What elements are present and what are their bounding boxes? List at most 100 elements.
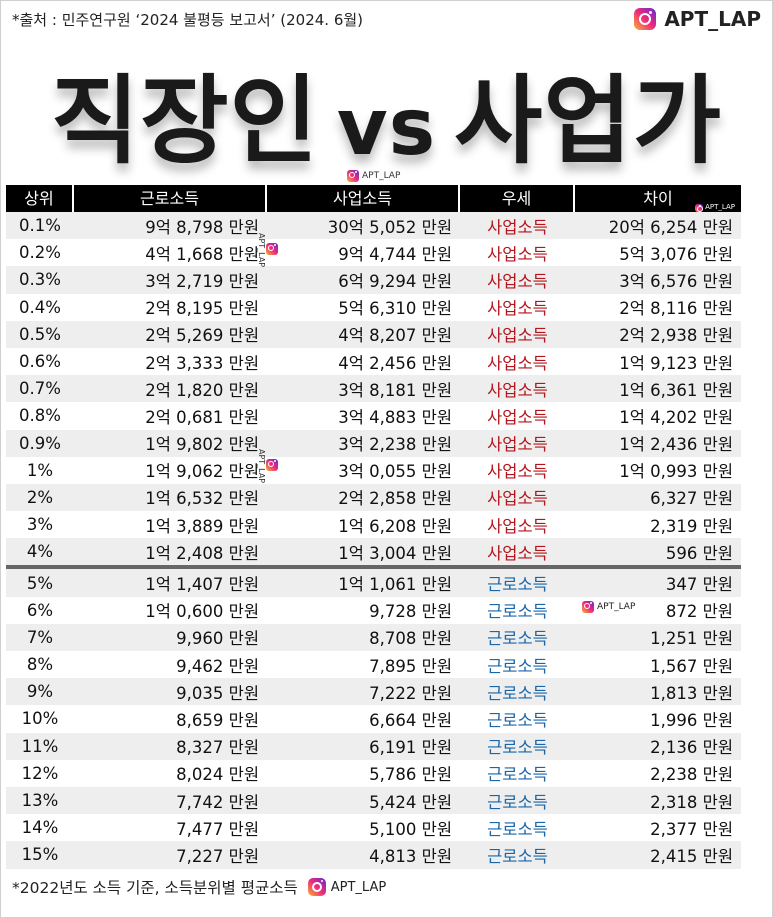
advantage-cell: 근로소득 xyxy=(487,792,548,812)
brand-name: APT_LAP xyxy=(664,7,761,31)
business-cell: 9억 4,744 만원 xyxy=(338,244,452,264)
header-watermark: APT_LAP xyxy=(695,194,735,221)
business-cell: 8,708 만원 xyxy=(369,629,452,649)
diff-cell: 1억 0,993 만원 xyxy=(619,462,733,482)
wage-cell: 8,024 만원 xyxy=(176,765,259,785)
wage-cell: 9,462 만원 xyxy=(176,656,259,676)
diff-cell: 347 만원 xyxy=(665,575,733,595)
watermark-inline: APT_LAP xyxy=(582,601,635,613)
table-row: 12% 8,024 만원 5,786 만원 근로소득 2,238 만원 xyxy=(6,760,741,787)
instagram-icon xyxy=(307,878,326,896)
business-cell: 1억 1,061 만원 xyxy=(338,575,452,595)
table-row: 9% 9,035 만원 7,222 만원 근로소득 1,813 만원 xyxy=(6,678,741,706)
rank-cell: 2% xyxy=(26,487,54,507)
wage-cell: 7,227 만원 xyxy=(176,846,259,866)
headline-left: 직장인 xyxy=(50,65,319,177)
wage-cell: 1억 1,407 만원 xyxy=(145,575,259,595)
headline: 직장인 vs 사업가 xyxy=(0,66,773,183)
section-divider xyxy=(6,565,741,570)
wage-cell: 2억 1,820 만원 xyxy=(145,380,259,400)
instagram-icon xyxy=(634,8,657,30)
diff-cell: 6,327 만원 xyxy=(650,489,733,509)
watermark-side-text: APT_LAP xyxy=(257,449,266,484)
rank-cell: 0.8% xyxy=(19,406,61,426)
table-row: 0.7% 2억 1,820 만원 3억 8,181 만원 사업소득 1억 6,361 만… xyxy=(6,375,741,403)
business-cell: 9,728 만원 xyxy=(369,602,452,622)
business-cell: 6,191 만원 xyxy=(369,738,452,758)
business-cell: 1억 3,004 만원 xyxy=(338,543,452,563)
watermark-top: APT_LAP xyxy=(347,170,400,182)
table-row: 0.5% 2억 5,269 만원 4억 8,207 만원 사업소득 2억 2,938 만… xyxy=(6,320,741,348)
advantage-cell: 사업소득 xyxy=(487,299,548,319)
rank-cell: 0.5% xyxy=(19,324,61,344)
table-row: 8% 9,462 만원 7,895 만원 근로소득 1,567 만원 xyxy=(6,651,741,678)
table-row: 10% 8,659 만원 6,664 만원 근로소득 1,996 만원 xyxy=(6,705,741,732)
table-row: 0.3% 3억 2,719 만원 6억 9,294 만원 사업소득 3억 6,576 만… xyxy=(6,266,741,294)
business-cell: 7,895 만원 xyxy=(369,656,452,676)
advantage-cell: 사업소득 xyxy=(487,435,548,455)
table-row: 5% 1억 1,407 만원 1억 1,061 만원 근로소득 347 만원 xyxy=(6,569,741,597)
table-row: 14% 7,477 만원 5,100 만원 근로소득 2,377 만원 xyxy=(6,814,741,841)
business-cell: 1억 6,208 만원 xyxy=(338,516,452,536)
diff-cell: 1억 4,202 만원 xyxy=(619,407,733,427)
table-row: 4% 1억 2,408 만원 1억 3,004 만원 사업소득 596 만원 xyxy=(6,538,741,566)
wage-cell: 4억 1,668 만원 xyxy=(145,244,259,264)
wage-cell: 1억 0,600 만원 xyxy=(145,602,259,622)
business-cell: 3억 2,238 만원 xyxy=(338,435,452,455)
diff-cell: 1,996 만원 xyxy=(650,710,733,730)
diff-cell: 1억 9,123 만원 xyxy=(619,353,733,373)
rank-cell: 13% xyxy=(21,791,59,811)
table-row: 0.6% 2억 3,333 만원 4억 2,456 만원 사업소득 1억 9,123 만… xyxy=(6,348,741,375)
table-header: 상위 근로소득 사업소득 우세 차이 APT_LAP xyxy=(6,185,741,212)
business-cell: 7,222 만원 xyxy=(369,683,452,703)
advantage-cell: 근로소득 xyxy=(487,575,548,595)
advantage-cell: 사업소득 xyxy=(487,380,548,400)
rank-cell: 7% xyxy=(26,627,54,647)
advantage-cell: 사업소득 xyxy=(487,462,548,482)
advantage-cell: 근로소득 xyxy=(487,629,548,649)
wage-cell: 2억 5,269 만원 xyxy=(145,326,259,346)
rank-cell: 0.3% xyxy=(19,270,61,290)
diff-cell: 2,377 만원 xyxy=(650,819,733,839)
advantage-cell: 근로소득 xyxy=(487,765,548,785)
headline-right: 사업가 xyxy=(454,65,723,177)
wage-cell: 2억 0,681 만원 xyxy=(145,407,259,427)
table-row: 7% 9,960 만원 8,708 만원 근로소득 1,251 만원 xyxy=(6,623,741,651)
advantage-cell: 근로소득 xyxy=(487,602,548,622)
wage-cell: 3억 2,719 만원 xyxy=(145,271,259,291)
advantage-cell: 사업소득 xyxy=(487,407,548,427)
wage-cell: 8,327 만원 xyxy=(176,738,259,758)
diff-cell: 2억 2,938 만원 xyxy=(619,326,733,346)
business-cell: 2억 2,858 만원 xyxy=(338,489,452,509)
advantage-cell: 근로소득 xyxy=(487,819,548,839)
rank-cell: 15% xyxy=(21,845,59,865)
income-table: 상위 근로소득 사업소득 우세 차이 APT_LAP 0.1% 9억 8,798 … xyxy=(6,185,741,869)
rows-wage-lead: 5% 1억 1,407 만원 1억 1,061 만원 근로소득 347 만원 6% 1억 0… xyxy=(6,569,741,869)
diff-cell: 2,319 만원 xyxy=(650,516,733,536)
advantage-cell: 근로소득 xyxy=(487,710,548,730)
diff-cell: 1,813 만원 xyxy=(650,683,733,703)
rank-cell: 11% xyxy=(21,736,59,756)
table-row: 0.8% 2억 0,681 만원 3억 4,883 만원 사업소득 1억 4,202 만… xyxy=(6,402,741,429)
diff-cell: 1,251 만원 xyxy=(650,629,733,649)
footnote-brand-text: APT_LAP xyxy=(330,879,387,895)
advantage-cell: 사업소득 xyxy=(487,217,548,237)
table-row: 11% 8,327 만원 6,191 만원 근로소득 2,136 만원 xyxy=(6,732,741,760)
table-row: 6% 1억 0,600 만원 9,728 만원 근로소득 872 만원 xyxy=(6,597,741,624)
footnote-brand: APT_LAP xyxy=(307,878,387,896)
table-row: 0.2% 4억 1,668 만원 9억 4,744 만원 사업소득 5억 3,076 만… xyxy=(6,239,741,266)
rows-business-lead: 0.1% 9억 8,798 만원 30억 5,052 만원 사업소득 20억 6,254… xyxy=(6,212,741,566)
rank-cell: 0.7% xyxy=(19,379,61,399)
instagram-icon xyxy=(695,203,704,212)
business-cell: 6억 9,294 만원 xyxy=(338,271,452,291)
wage-cell: 7,742 만원 xyxy=(176,792,259,812)
rank-cell: 14% xyxy=(21,818,59,838)
instagram-icon xyxy=(347,170,359,182)
business-cell: 4,813 만원 xyxy=(369,846,452,866)
table-row: 0.1% 9억 8,798 만원 30억 5,052 만원 사업소득 20억 6,254… xyxy=(6,212,741,240)
watermark-text: APT_LAP xyxy=(362,171,401,181)
diff-cell: 2,238 만원 xyxy=(650,765,733,785)
table-row: 2% 1억 6,532 만원 2억 2,858 만원 사업소득 6,327 만원 xyxy=(6,483,741,512)
diff-cell: 2억 8,116 만원 xyxy=(619,299,733,319)
col-rank-header: 상위 xyxy=(6,185,74,212)
